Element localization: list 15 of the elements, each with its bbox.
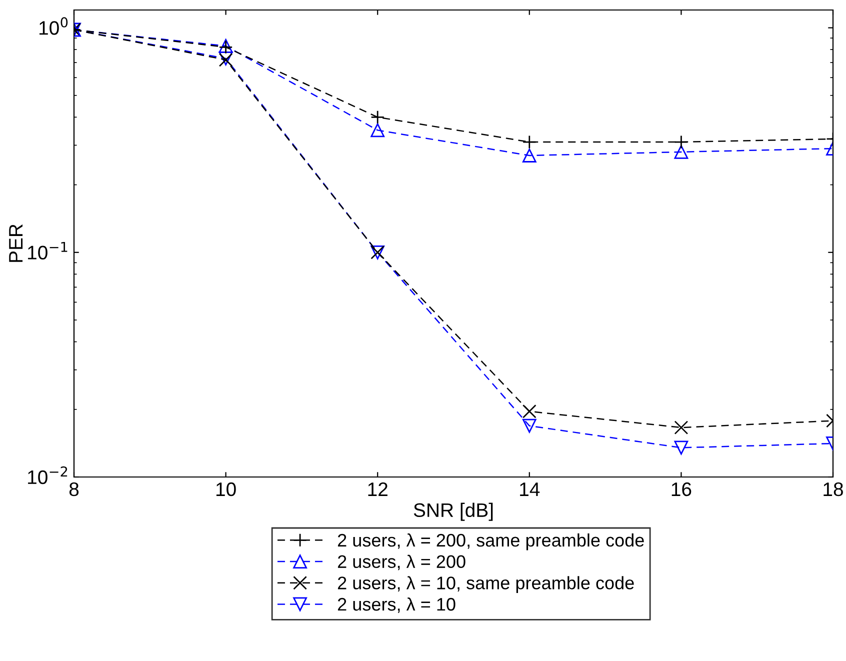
x-tick-label: 8 bbox=[69, 482, 79, 496]
y-tick-label: 10$^{0}$ bbox=[40, 17, 68, 35]
legend-label: 2 users, λ = 200 bbox=[338, 554, 466, 570]
x-tick-label: 12 bbox=[368, 482, 388, 496]
x-axis-title: SNR [dB] bbox=[414, 502, 493, 521]
x-tick-label: 14 bbox=[520, 482, 540, 496]
legend-label: 2 users, λ = 10 bbox=[338, 597, 456, 613]
x-tick-label: 10 bbox=[216, 482, 236, 496]
x-tick-label: 16 bbox=[672, 482, 692, 496]
legend-label: 2 users, λ = 200, same preamble code bbox=[338, 533, 644, 550]
y-axis-title: PER bbox=[9, 224, 23, 262]
legend-label: 2 users, λ = 10, same preamble code bbox=[338, 576, 634, 593]
x-tick-label: 18 bbox=[824, 482, 843, 496]
y-tick-label: 10$^{−2}$ bbox=[28, 466, 68, 484]
y-tick-label: 10$^{−1}$ bbox=[28, 242, 68, 260]
